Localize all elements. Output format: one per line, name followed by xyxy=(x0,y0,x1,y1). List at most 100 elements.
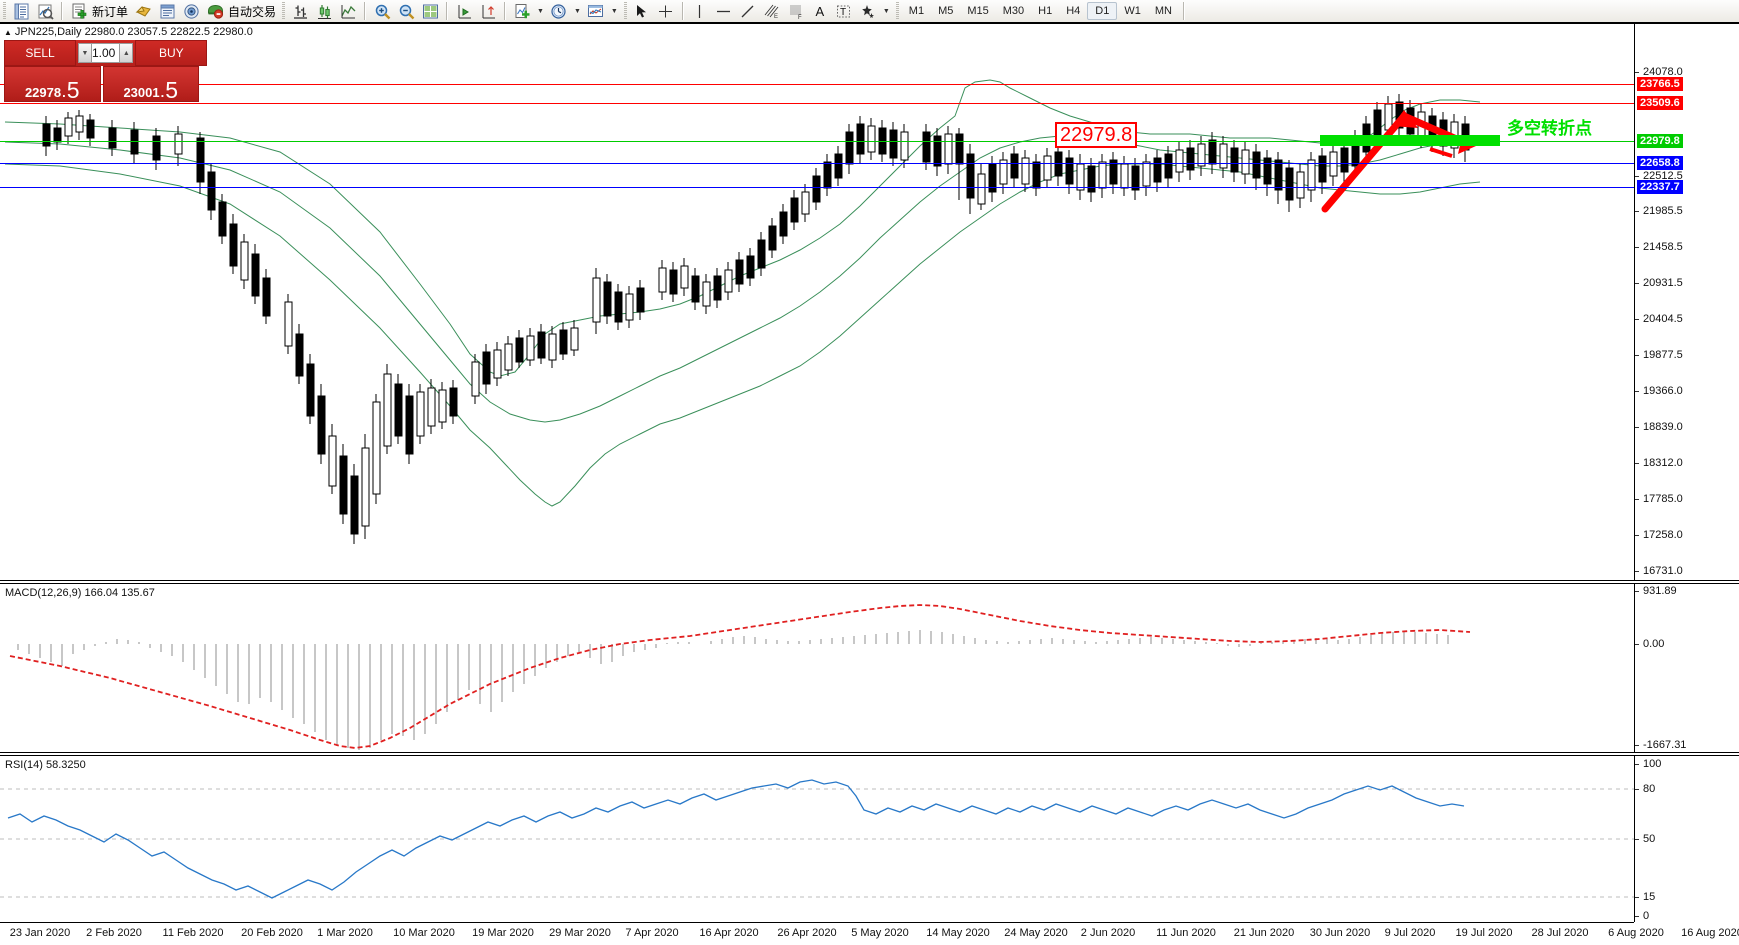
periodicity-dropdown-caret[interactable]: ▼ xyxy=(573,7,581,15)
symbol-header: ▲ JPN225,Daily 22980.0 23057.5 22822.5 22… xyxy=(4,26,253,38)
toolbar-grip-2[interactable] xyxy=(282,2,286,20)
indicators-icon[interactable] xyxy=(510,1,534,21)
bar-chart-icon[interactable] xyxy=(288,1,312,21)
price-label-pivot[interactable]: 22979.8 xyxy=(1637,134,1683,148)
date-tick: 10 Mar 2020 xyxy=(393,927,455,939)
chart-shift-icon[interactable] xyxy=(452,1,476,21)
timeframe-mn[interactable]: MN xyxy=(1154,5,1172,17)
date-tick: 29 Mar 2020 xyxy=(549,927,611,939)
price-plot xyxy=(4,79,1481,544)
buy-button[interactable]: BUY xyxy=(135,40,208,66)
support-line-22658[interactable] xyxy=(0,163,1634,164)
volume-decrement-button[interactable]: ▼ xyxy=(78,43,92,63)
tile-windows-icon[interactable] xyxy=(418,1,442,21)
timeframe-w1[interactable]: W1 xyxy=(1124,5,1141,17)
main-toolbar: 新订单 自动交 xyxy=(0,0,1739,23)
expert-advisor-icon[interactable] xyxy=(131,1,155,21)
candlestick-chart-icon[interactable] xyxy=(312,1,336,21)
macd-tick: 0.00 xyxy=(1635,638,1664,650)
resistance-line-23509[interactable] xyxy=(0,103,1634,104)
zoom-out-icon[interactable] xyxy=(394,1,418,21)
timeframe-h1[interactable]: H1 xyxy=(1038,5,1053,17)
price-label-resistance-1[interactable]: 23766.5 xyxy=(1637,77,1683,91)
horizontal-line-icon[interactable] xyxy=(712,1,736,21)
chinese-note-annotation[interactable]: 多空转折点 xyxy=(1507,119,1592,139)
rsi-pane[interactable]: RSI(14) 58.3250 100 80 50 15 0 xyxy=(0,756,1739,922)
price-label-support-2[interactable]: 22337.7 xyxy=(1637,180,1683,194)
rsi-axis[interactable]: 100 80 50 15 0 xyxy=(1634,756,1739,922)
sell-price-display[interactable]: 22978 . 5 xyxy=(4,66,101,102)
timeframe-m5[interactable]: M5 xyxy=(938,5,954,17)
toolbar-separator-5 xyxy=(681,2,684,20)
cursor-icon[interactable] xyxy=(630,1,654,21)
periodicity-icon[interactable] xyxy=(547,1,571,21)
price-tick: 18312.0 xyxy=(1635,457,1683,469)
price-pane[interactable]: ▲ JPN225,Daily 22980.0 23057.5 22822.5 22… xyxy=(0,24,1739,580)
sell-price-integer: 22978 xyxy=(24,85,62,100)
buy-price-decimal-separator: . xyxy=(160,85,165,100)
candlesticks xyxy=(42,94,1470,544)
sell-price-decimal-separator: . xyxy=(62,85,66,100)
terminal-icon[interactable] xyxy=(9,1,33,21)
date-tick: 19 Jul 2020 xyxy=(1455,927,1513,939)
price-box-annotation[interactable]: 22979.8 xyxy=(1055,122,1138,148)
price-label-resistance-2[interactable]: 23509.6 xyxy=(1637,96,1683,110)
autotrading-icon[interactable] xyxy=(203,1,227,21)
date-axis[interactable]: 23 Jan 2020 2 Feb 2020 11 Feb 2020 20 Fe… xyxy=(0,922,1739,945)
templates-icon[interactable] xyxy=(584,1,608,21)
toolbar-grip-3[interactable] xyxy=(623,2,627,20)
timeframe-h4[interactable]: H4 xyxy=(1066,5,1081,17)
crosshair-icon[interactable] xyxy=(654,1,678,21)
volume-input[interactable]: 1.00 xyxy=(92,43,120,63)
price-label-support-1[interactable]: 22658.8 xyxy=(1637,156,1683,170)
text-label-icon[interactable]: T xyxy=(832,1,856,21)
volume-increment-button[interactable]: ▲ xyxy=(119,43,134,63)
toolbar-grip-4[interactable] xyxy=(895,2,899,20)
text-icon[interactable]: A xyxy=(808,1,832,21)
navigator-icon[interactable] xyxy=(179,1,203,21)
line-chart-icon[interactable] xyxy=(336,1,360,21)
new-order-icon[interactable] xyxy=(67,1,91,21)
trendline-icon[interactable] xyxy=(736,1,760,21)
timeframe-d1[interactable]: D1 xyxy=(1087,2,1118,20)
zoom-in-icon[interactable] xyxy=(370,1,394,21)
support-line-22337[interactable] xyxy=(0,187,1634,188)
auto-scroll-icon[interactable] xyxy=(476,1,500,21)
templates-dropdown-caret[interactable]: ▼ xyxy=(610,7,618,15)
vertical-line-icon[interactable] xyxy=(688,1,712,21)
one-click-trading-panel[interactable]: SELL ▼ 1.00 ▲ BUY 22978 . 5 23001 . 5 xyxy=(4,40,208,103)
macd-axis[interactable]: 931.89 0.00 -1667.31 xyxy=(1634,584,1739,752)
buy-price-fraction: 5 xyxy=(165,77,179,103)
timeframe-m15[interactable]: M15 xyxy=(967,5,989,17)
macd-pane[interactable]: MACD(12,26,9) 166.04 135.67 xyxy=(0,584,1739,752)
indicators-dropdown-caret[interactable]: ▼ xyxy=(537,7,544,15)
pivot-line-22979[interactable] xyxy=(0,141,1634,142)
shapes-dropdown-caret[interactable]: ▼ xyxy=(882,7,890,15)
date-tick: 9 Jul 2020 xyxy=(1384,927,1436,939)
equidistant-channel-icon[interactable]: E xyxy=(760,1,784,21)
market-watch-icon[interactable] xyxy=(33,1,57,21)
price-axis[interactable]: 24078.0 22512.5 21985.5 21458.5 20931.5 … xyxy=(1634,24,1739,580)
timeframe-m30[interactable]: M30 xyxy=(1002,5,1025,17)
data-window-icon[interactable] xyxy=(155,1,179,21)
sell-button[interactable]: SELL xyxy=(4,40,76,66)
shapes-icon[interactable] xyxy=(856,1,880,21)
rsi-tick: 0 xyxy=(1635,910,1649,922)
fibonacci-icon[interactable]: F xyxy=(784,1,808,21)
price-tick: 22512.5 xyxy=(1635,170,1683,182)
date-tick: 7 Apr 2020 xyxy=(625,927,679,939)
timeframe-m1[interactable]: M1 xyxy=(908,5,925,17)
autotrading-label[interactable]: 自动交易 xyxy=(228,4,277,19)
chart-area[interactable]: ▲ JPN225,Daily 22980.0 23057.5 22822.5 22… xyxy=(0,22,1739,945)
new-order-label[interactable]: 新订单 xyxy=(92,4,129,19)
toolbar-grip[interactable] xyxy=(3,2,6,20)
green-band-annotation[interactable] xyxy=(1320,135,1500,146)
pane-separator-1 xyxy=(0,580,1739,581)
date-tick: 5 May 2020 xyxy=(851,927,909,939)
collapse-triangle-icon[interactable]: ▲ xyxy=(4,28,12,37)
resistance-line-23766[interactable] xyxy=(0,84,1634,85)
date-tick: 11 Feb 2020 xyxy=(162,927,224,939)
buy-price-display[interactable]: 23001 . 5 xyxy=(102,66,199,103)
rsi-header: RSI(14) 58.3250 xyxy=(5,759,86,771)
price-tick: 17785.0 xyxy=(1635,493,1683,505)
